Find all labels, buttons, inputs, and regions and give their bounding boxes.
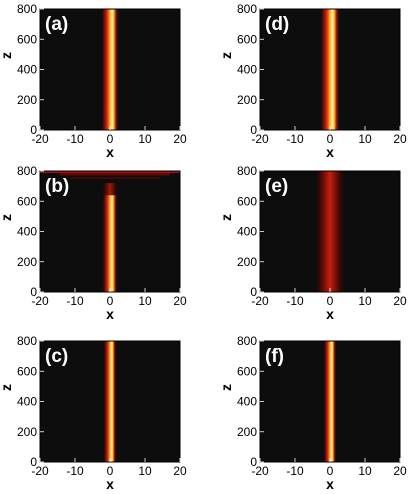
y-axis-label: z <box>218 384 234 391</box>
beam-intensity <box>101 9 119 130</box>
y-axis-label: z <box>218 214 234 221</box>
y-tick-label: 0 <box>250 123 257 137</box>
y-tick-label: 0 <box>30 455 37 469</box>
panel-f: 0 200 400 600 800 -20 -10 0 10 20 x z (f) <box>218 334 407 492</box>
y-tick-label: 400 <box>17 63 37 77</box>
x-tick-label: 0 <box>107 132 114 146</box>
scatter-streak <box>60 172 170 176</box>
y-tick-label: 600 <box>17 194 37 208</box>
y-tick-label: 600 <box>237 194 257 208</box>
x-axis-label: x <box>326 476 334 492</box>
x-tick-label: 10 <box>358 132 372 146</box>
x-tick-label: 10 <box>138 464 152 478</box>
beam-intensity <box>319 9 341 130</box>
y-axis-label: z <box>0 384 14 391</box>
x-tick-label: 10 <box>358 294 372 308</box>
x-tick-label: 0 <box>107 464 114 478</box>
y-tick-label: 200 <box>237 425 257 439</box>
x-tick-label: -20 <box>251 132 269 146</box>
y-tick-label: 600 <box>237 32 257 46</box>
y-axis-label: z <box>218 52 234 59</box>
x-tick-label: 0 <box>327 464 334 478</box>
beam-intensity <box>103 341 117 462</box>
beam-decay <box>102 183 118 196</box>
y-tick-label: 400 <box>237 395 257 409</box>
x-axis-label: x <box>326 306 334 322</box>
x-tick-label: 20 <box>393 294 407 308</box>
y-tick-label: 400 <box>17 395 37 409</box>
x-tick-label: -20 <box>31 464 49 478</box>
y-tick-label: 800 <box>237 334 257 348</box>
x-tick-label: -20 <box>251 464 269 478</box>
y-axis-label: z <box>0 52 14 59</box>
x-tick-label: 0 <box>327 294 334 308</box>
x-tick-label: 10 <box>138 294 152 308</box>
panel-label: (b) <box>45 176 69 197</box>
panel-label: (c) <box>45 346 68 367</box>
y-tick-label: 200 <box>17 425 37 439</box>
panel-label: (f) <box>265 346 284 367</box>
panel-label: (a) <box>45 14 68 35</box>
y-axis-label: z <box>0 214 14 221</box>
panel-label: (d) <box>265 14 289 35</box>
x-tick-label: 20 <box>173 132 187 146</box>
x-tick-label: -10 <box>286 132 304 146</box>
y-tick-label: 800 <box>17 2 37 16</box>
panel-b: 0 200 400 600 800 -20 -10 0 10 20 x z (b) <box>0 164 187 322</box>
y-tick-label: 0 <box>250 455 257 469</box>
y-tick-label: 800 <box>237 2 257 16</box>
y-tick-label: 800 <box>17 334 37 348</box>
x-tick-label: 0 <box>327 132 334 146</box>
beam-intensity <box>102 195 118 292</box>
y-tick-label: 600 <box>17 364 37 378</box>
y-tick-label: 200 <box>17 93 37 107</box>
x-tick-label: 20 <box>173 464 187 478</box>
x-tick-label: -10 <box>66 294 84 308</box>
x-axis-label: x <box>106 144 114 160</box>
x-axis-label: x <box>106 306 114 322</box>
scatter-streak <box>40 171 180 173</box>
y-tick-label: 200 <box>237 255 257 269</box>
y-tick-label: 200 <box>17 255 37 269</box>
x-tick-label: -10 <box>66 464 84 478</box>
y-tick-label: 0 <box>30 285 37 299</box>
y-tick-label: 0 <box>30 123 37 137</box>
y-tick-label: 800 <box>237 164 257 178</box>
x-tick-label: 10 <box>358 464 372 478</box>
x-tick-label: -10 <box>286 464 304 478</box>
x-axis-label: x <box>326 144 334 160</box>
beam-intensity <box>315 171 345 292</box>
y-tick-label: 400 <box>237 63 257 77</box>
panel-e: 0 200 400 600 800 -20 -10 0 10 20 x z (e) <box>218 164 407 322</box>
x-tick-label: 20 <box>393 132 407 146</box>
panel-d: 0 200 400 600 800 -20 -10 0 10 20 x z (d) <box>218 2 407 160</box>
x-tick-label: 20 <box>173 294 187 308</box>
panel-c: 0 200 400 600 800 -20 -10 0 10 20 x z (c) <box>0 334 187 492</box>
y-tick-label: 600 <box>237 364 257 378</box>
x-tick-label: -20 <box>251 294 269 308</box>
y-tick-label: 600 <box>17 32 37 46</box>
y-tick-label: 200 <box>237 93 257 107</box>
y-tick-label: 800 <box>17 164 37 178</box>
x-tick-label: 0 <box>107 294 114 308</box>
x-tick-label: -20 <box>31 294 49 308</box>
y-tick-label: 0 <box>250 285 257 299</box>
x-tick-label: 20 <box>393 464 407 478</box>
y-tick-label: 400 <box>17 225 37 239</box>
x-tick-label: 10 <box>138 132 152 146</box>
panel-label: (e) <box>265 176 288 197</box>
x-tick-label: -10 <box>286 294 304 308</box>
x-tick-label: -20 <box>31 132 49 146</box>
x-tick-label: -10 <box>66 132 84 146</box>
panel-a: 0 200 400 600 800 -20 -10 0 10 20 x z (a) <box>0 2 187 160</box>
beam-intensity <box>323 341 337 462</box>
scatter-streak <box>70 177 160 180</box>
x-axis-label: x <box>106 476 114 492</box>
y-tick-label: 400 <box>237 225 257 239</box>
